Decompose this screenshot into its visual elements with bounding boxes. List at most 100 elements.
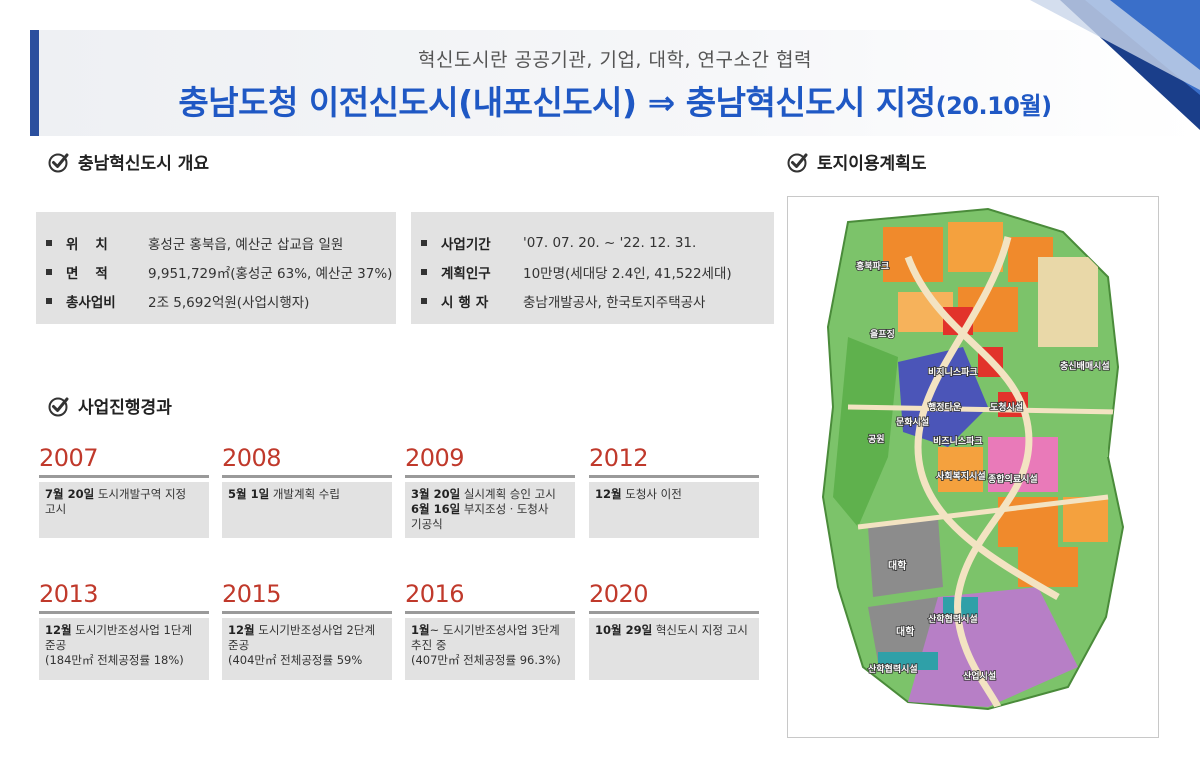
timeline-line: 추진 중 xyxy=(411,638,569,653)
timeline-year: 2009 xyxy=(405,444,465,472)
timeline-year: 2013 xyxy=(39,580,99,608)
timeline-text: 고시 xyxy=(45,502,67,516)
map-label: 산학협력시설 xyxy=(928,613,978,625)
timeline-text: 기공식 xyxy=(411,517,443,531)
timeline-text: (407만㎡ 전체공정률 96.3%) xyxy=(411,653,561,667)
timeline-line: 10월 29일 혁신도시 지정 고시 xyxy=(595,623,753,638)
timeline-text: 혁신도시 지정 고시 xyxy=(652,623,748,637)
timeline-line: 준공 xyxy=(45,638,203,653)
overview-key: 면적 xyxy=(66,265,125,282)
overview-key: 계획인구 xyxy=(441,265,491,282)
timeline-item: 2016 1월~ 도시기반조성사업 3단계 추진 중 (407만㎡ 전체공정률 96.… xyxy=(405,580,575,680)
header-title-suffix: (20.10월) xyxy=(935,92,1052,120)
overview-key: 위치 xyxy=(66,236,125,253)
timeline-divider xyxy=(39,611,209,614)
land-use-map-image: 홍북파크 올프징 비지니스파크 행정타운 문화시설 공원 비즈니스파크 도청시설… xyxy=(821,207,1125,711)
timeline-text: 추진 중 xyxy=(411,638,447,652)
timeline-divider xyxy=(222,611,392,614)
bullet xyxy=(421,239,427,246)
timeline-date: 6월 16일 xyxy=(411,502,461,516)
header-title-main: 충남도청 이전신도시(내포신도시) ⇒ 충남혁신도시 지정 xyxy=(178,83,936,122)
bullet xyxy=(46,239,52,246)
timeline-text: 도청사 이전 xyxy=(621,487,682,501)
map-label: 충신배매시설 xyxy=(1060,360,1110,372)
overview-value: 10만명(세대당 2.4인, 41,522세대) xyxy=(523,265,732,282)
timeline-date: 12월 xyxy=(228,623,255,637)
timeline-year: 2012 xyxy=(589,444,649,472)
map-label: 올프징 xyxy=(870,328,895,340)
timeline-line: 12월 도청사 이전 xyxy=(595,487,753,502)
timeline-item: 2007 7월 20일 도시개발구역 지정 고시 xyxy=(39,444,209,538)
overview-row: 총사업비 2조 5,692억원(사업시행자) xyxy=(36,286,396,315)
timeline-item: 2015 12월 도시기반조성사업 2단계 준공 (404만㎡ 전체공정률 59% xyxy=(222,580,392,680)
map-label: 비즈니스파크 xyxy=(933,435,983,447)
timeline-divider xyxy=(589,611,759,614)
overview-value: 9,951,729㎡(홍성군 63%, 예산군 37%) xyxy=(148,265,393,282)
progress-heading-text: 사업진행경과 xyxy=(78,398,172,418)
timeline-divider xyxy=(405,611,575,614)
header-title: 충남도청 이전신도시(내포신도시) ⇒ 충남혁신도시 지정(20.10월) xyxy=(30,76,1200,124)
timeline-description: 1월~ 도시기반조성사업 3단계 추진 중 (407만㎡ 전체공정률 96.3%) xyxy=(405,618,575,680)
progress-heading: 사업진행경과 xyxy=(48,393,172,418)
timeline-date: 5월 1일 xyxy=(228,487,270,501)
timeline-line: (184만㎡ 전체공정률 18%) xyxy=(45,653,203,668)
overview-left-box: 위치 홍성군 홍북읍, 예산군 삽교읍 일원 면적 9,951,729㎡(홍성군 6… xyxy=(36,212,396,324)
timeline-divider xyxy=(589,475,759,478)
timeline-description: 7월 20일 도시개발구역 지정 고시 xyxy=(39,482,209,538)
timeline-line: 고시 xyxy=(45,502,203,517)
map-label: 홍북파크 xyxy=(856,260,889,272)
overview-row: 시행자 충남개발공사, 한국토지주택공사 xyxy=(411,286,774,315)
timeline-line: 5월 1일 개발계획 수립 xyxy=(228,487,386,502)
timeline-item: 2020 10월 29일 혁신도시 지정 고시 xyxy=(589,580,759,680)
overview-row: 사업기간 '07. 07. 20. ~ '22. 12. 31. xyxy=(411,228,774,257)
bullet xyxy=(46,297,52,304)
header-subtitle: 혁신도시란 공공기관, 기업, 대학, 연구소간 협력 xyxy=(418,49,812,71)
timeline-item: 2008 5월 1일 개발계획 수립 xyxy=(222,444,392,538)
overview-row: 면적 9,951,729㎡(홍성군 63%, 예산군 37%) xyxy=(36,257,396,286)
timeline-text: (184만㎡ 전체공정률 18%) xyxy=(45,653,184,667)
timeline-description: 5월 1일 개발계획 수립 xyxy=(222,482,392,538)
land-use-map: 홍북파크 올프징 비지니스파크 행정타운 문화시설 공원 비즈니스파크 도청시설… xyxy=(787,196,1159,738)
map-label: 종합의료시설 xyxy=(988,473,1038,485)
timeline-line: (407만㎡ 전체공정률 96.3%) xyxy=(411,653,569,668)
header-accent-bar xyxy=(30,30,39,136)
timeline-date: 12월 xyxy=(45,623,72,637)
timeline-line: 7월 20일 도시개발구역 지정 xyxy=(45,487,203,502)
overview-value: 충남개발공사, 한국토지주택공사 xyxy=(523,294,706,311)
timeline-year: 2020 xyxy=(589,580,649,608)
timeline-text: 개발계획 수립 xyxy=(269,487,340,501)
timeline-item: 2009 3월 20일 실시계획 승인 고시 6월 16일 부지조성ㆍ도청사 기공식 xyxy=(405,444,575,538)
map-label: 대학 xyxy=(896,625,915,638)
bullet xyxy=(421,268,427,275)
overview-key: 총사업비 xyxy=(66,294,116,311)
timeline-item: 2012 12월 도청사 이전 xyxy=(589,444,759,538)
timeline-divider xyxy=(222,475,392,478)
timeline-line: 기공식 xyxy=(411,517,569,532)
timeline-text: 준공 xyxy=(228,638,250,652)
timeline-divider xyxy=(405,475,575,478)
corner-decoration xyxy=(1030,0,1200,130)
map-label: 산학협력시설 xyxy=(868,663,918,675)
map-label: 도청시설 xyxy=(990,401,1023,413)
check-circle-icon xyxy=(787,153,808,172)
timeline-text: 준공 xyxy=(45,638,67,652)
map-heading: 토지이용계획도 xyxy=(787,149,926,174)
map-label: 문화시설 xyxy=(896,416,929,428)
timeline-text: (404만㎡ 전체공정률 59% xyxy=(228,653,363,667)
overview-heading: 충남혁신도시 개요 xyxy=(48,149,209,174)
timeline-description: 12월 도시기반조성사업 2단계 준공 (404만㎡ 전체공정률 59% xyxy=(222,618,392,680)
map-label: 행정타운 xyxy=(928,401,961,413)
bullet xyxy=(46,268,52,275)
timeline-line: (404만㎡ 전체공정률 59% xyxy=(228,653,386,668)
timeline-divider xyxy=(39,475,209,478)
timeline-year: 2008 xyxy=(222,444,282,472)
map-heading-text: 토지이용계획도 xyxy=(817,154,927,174)
timeline-date: 1월 xyxy=(411,623,430,637)
overview-right-box: 사업기간 '07. 07. 20. ~ '22. 12. 31. 계획인구 10만명… xyxy=(411,212,774,324)
overview-heading-text: 충남혁신도시 개요 xyxy=(78,154,210,174)
map-label: 사회복지시설 xyxy=(936,470,986,482)
timeline-text: 도시개발구역 지정 xyxy=(94,487,187,501)
timeline-date: 3월 20일 xyxy=(411,487,461,501)
overview-row: 계획인구 10만명(세대당 2.4인, 41,522세대) xyxy=(411,257,774,286)
timeline-year: 2007 xyxy=(39,444,99,472)
